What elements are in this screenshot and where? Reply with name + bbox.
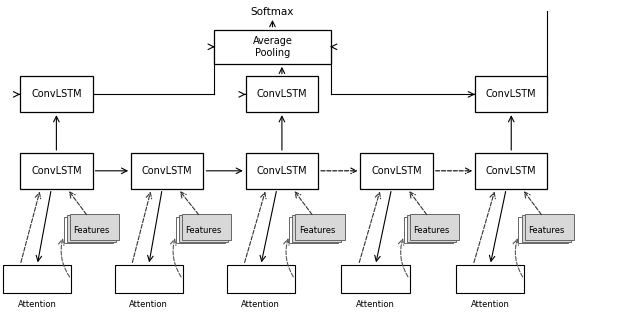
FancyBboxPatch shape: [131, 153, 203, 189]
FancyBboxPatch shape: [522, 215, 571, 242]
FancyBboxPatch shape: [70, 214, 119, 240]
Text: ConvLSTM: ConvLSTM: [31, 166, 82, 176]
FancyBboxPatch shape: [64, 217, 113, 243]
FancyBboxPatch shape: [289, 217, 338, 243]
Text: ConvLSTM: ConvLSTM: [256, 166, 307, 176]
FancyBboxPatch shape: [404, 217, 453, 243]
Text: Features: Features: [185, 226, 222, 235]
Text: Features: Features: [413, 226, 450, 235]
FancyBboxPatch shape: [214, 30, 331, 64]
FancyBboxPatch shape: [475, 153, 547, 189]
Text: Attention: Attention: [241, 300, 280, 309]
FancyBboxPatch shape: [227, 265, 295, 293]
FancyBboxPatch shape: [518, 217, 568, 243]
FancyBboxPatch shape: [341, 265, 410, 293]
Text: Features: Features: [299, 226, 335, 235]
FancyBboxPatch shape: [407, 215, 456, 242]
FancyBboxPatch shape: [246, 153, 318, 189]
FancyBboxPatch shape: [3, 265, 71, 293]
FancyBboxPatch shape: [525, 214, 574, 240]
FancyBboxPatch shape: [292, 215, 341, 242]
Text: ConvLSTM: ConvLSTM: [486, 166, 537, 176]
FancyBboxPatch shape: [410, 214, 459, 240]
FancyBboxPatch shape: [20, 76, 93, 112]
Text: ConvLSTM: ConvLSTM: [256, 89, 307, 100]
FancyBboxPatch shape: [295, 214, 345, 240]
Text: Attention: Attention: [356, 300, 395, 309]
Text: ConvLSTM: ConvLSTM: [31, 89, 82, 100]
Text: Softmax: Softmax: [251, 7, 294, 17]
Text: Features: Features: [73, 226, 110, 235]
FancyBboxPatch shape: [115, 265, 183, 293]
Text: Attention: Attention: [471, 300, 510, 309]
FancyBboxPatch shape: [360, 153, 433, 189]
Text: Features: Features: [528, 226, 564, 235]
Text: ConvLSTM: ConvLSTM: [142, 166, 193, 176]
Text: ConvLSTM: ConvLSTM: [371, 166, 422, 176]
FancyBboxPatch shape: [20, 153, 93, 189]
FancyBboxPatch shape: [246, 76, 318, 112]
FancyBboxPatch shape: [182, 214, 231, 240]
Text: Average
Pooling: Average Pooling: [253, 36, 292, 58]
FancyBboxPatch shape: [67, 215, 116, 242]
FancyBboxPatch shape: [475, 76, 547, 112]
Text: ConvLSTM: ConvLSTM: [486, 89, 537, 100]
Text: Attention: Attention: [18, 300, 57, 309]
FancyBboxPatch shape: [456, 265, 524, 293]
FancyBboxPatch shape: [179, 215, 228, 242]
Text: Attention: Attention: [129, 300, 168, 309]
FancyBboxPatch shape: [176, 217, 225, 243]
